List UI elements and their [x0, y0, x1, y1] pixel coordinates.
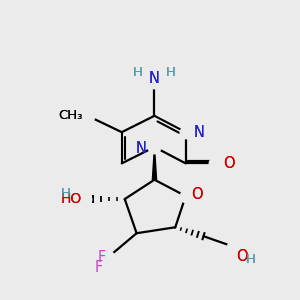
Text: H: H: [166, 66, 176, 79]
Text: N: N: [194, 125, 205, 140]
Text: H: H: [61, 187, 70, 200]
Text: N: N: [194, 125, 205, 140]
Text: N: N: [135, 141, 146, 156]
Text: HO: HO: [60, 192, 82, 206]
Text: N: N: [149, 71, 160, 86]
Text: O: O: [223, 156, 234, 171]
Text: H: H: [61, 187, 70, 200]
Polygon shape: [152, 147, 157, 180]
Text: H: H: [133, 66, 143, 79]
Text: H: H: [246, 253, 256, 266]
Text: F: F: [95, 260, 103, 275]
Text: O: O: [192, 187, 203, 202]
Text: CH₃: CH₃: [58, 109, 82, 122]
Text: H: H: [166, 66, 176, 79]
Text: N: N: [135, 141, 146, 156]
Text: F: F: [97, 250, 105, 265]
Text: O: O: [236, 249, 248, 264]
Text: O: O: [236, 249, 248, 264]
Text: CH₃: CH₃: [58, 109, 82, 122]
Text: O: O: [223, 156, 234, 171]
Text: HO: HO: [60, 192, 82, 206]
Text: O: O: [192, 187, 203, 202]
Text: N: N: [149, 71, 160, 86]
Text: H: H: [133, 66, 143, 79]
Text: H: H: [246, 253, 256, 266]
